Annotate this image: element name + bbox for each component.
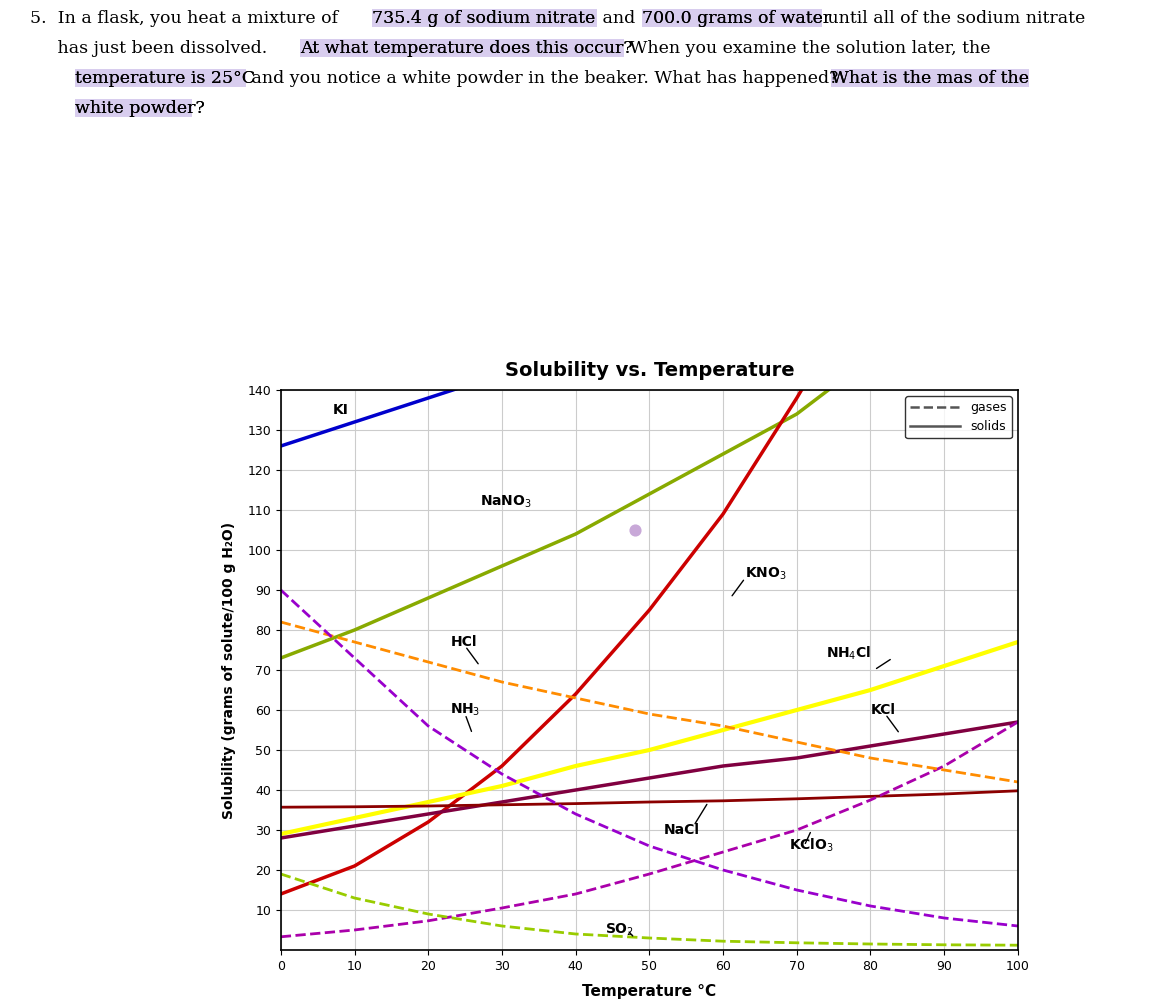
Text: 700.0 grams of water: 700.0 grams of water: [642, 10, 831, 27]
Text: and: and: [597, 10, 641, 27]
FancyBboxPatch shape: [75, 69, 246, 87]
FancyBboxPatch shape: [75, 99, 192, 117]
Text: NH$_3$: NH$_3$: [450, 702, 481, 718]
Text: 735.4 g of sodium nitrate: 735.4 g of sodium nitrate: [372, 10, 596, 27]
Text: temperature is 25°C: temperature is 25°C: [75, 70, 255, 87]
Y-axis label: Solubility (grams of solute/100 g H₂O): Solubility (grams of solute/100 g H₂O): [222, 521, 236, 819]
Title: Solubility vs. Temperature: Solubility vs. Temperature: [504, 361, 794, 380]
Text: KCl: KCl: [870, 703, 895, 717]
FancyBboxPatch shape: [372, 9, 597, 27]
FancyBboxPatch shape: [831, 69, 1028, 87]
Text: What is the mas of the: What is the mas of the: [831, 70, 1028, 87]
Text: What is the mas of the: What is the mas of the: [831, 70, 1028, 87]
Text: SO$_2$: SO$_2$: [605, 922, 634, 938]
Text: KI: KI: [332, 403, 349, 417]
Legend: gases, solids: gases, solids: [906, 396, 1012, 438]
Text: KClO$_3$: KClO$_3$: [790, 837, 834, 854]
Text: NaCl: NaCl: [665, 823, 700, 837]
Text: 700.0 grams of water: 700.0 grams of water: [642, 10, 831, 27]
Point: [625, 522, 644, 538]
Text: When you examine the solution later, the: When you examine the solution later, the: [624, 40, 991, 57]
Text: HCl: HCl: [450, 635, 477, 649]
Text: NaNO$_3$: NaNO$_3$: [480, 494, 531, 510]
Text: 5.  In a flask, you heat a mixture of: 5. In a flask, you heat a mixture of: [30, 10, 344, 27]
Text: At what temperature does this occur?: At what temperature does this occur?: [300, 40, 633, 57]
Text: until all of the sodium nitrate: until all of the sodium nitrate: [823, 10, 1086, 27]
Text: has just been dissolved.: has just been dissolved.: [30, 40, 273, 57]
Text: At what temperature does this occur?: At what temperature does this occur?: [300, 40, 633, 57]
Text: and you notice a white powder in the beaker. What has happened?: and you notice a white powder in the bea…: [246, 70, 844, 87]
Text: white powder?: white powder?: [75, 100, 205, 117]
Text: 735.4 g of sodium nitrate: 735.4 g of sodium nitrate: [372, 10, 596, 27]
FancyBboxPatch shape: [642, 9, 823, 27]
FancyBboxPatch shape: [300, 39, 624, 57]
Text: temperature is 25°C: temperature is 25°C: [75, 70, 255, 87]
X-axis label: Temperature °C: Temperature °C: [583, 984, 716, 999]
Text: NH$_4$Cl: NH$_4$Cl: [826, 645, 872, 662]
Text: KNO$_3$: KNO$_3$: [745, 566, 787, 582]
Text: white powder?: white powder?: [75, 100, 205, 117]
